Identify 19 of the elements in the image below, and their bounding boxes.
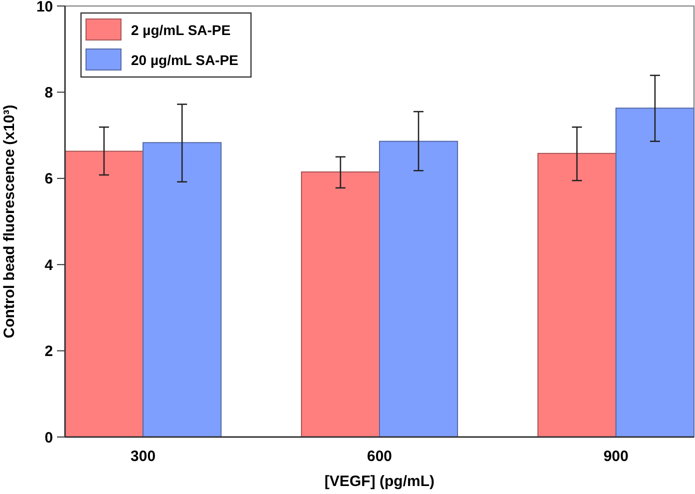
bar [142, 142, 222, 438]
y-tick-label: 2 [44, 343, 53, 360]
x-tick-label: 300 [130, 448, 156, 465]
y-axis-title: Control bead fluorescence (x10³) [1, 104, 18, 338]
x-axis-title: [VEGF] (pg/mL) [324, 473, 434, 490]
bar [537, 152, 616, 438]
y-tick-label: 6 [44, 170, 53, 188]
bar [615, 108, 694, 438]
bar [300, 171, 380, 438]
x-tick-label: 900 [603, 448, 628, 465]
y-tick-label: 0 [44, 429, 53, 446]
y-tick-label: 8 [44, 84, 53, 102]
bar [64, 150, 144, 438]
x-tick-label: 600 [366, 448, 392, 465]
y-tick-label: 4 [44, 256, 54, 274]
legend-label: 20 µg/mL SA-PE [131, 52, 238, 68]
y-tick-label: 10 [36, 0, 53, 16]
legend-label: 2 µg/mL SA-PE [131, 22, 231, 38]
bar [379, 140, 458, 438]
